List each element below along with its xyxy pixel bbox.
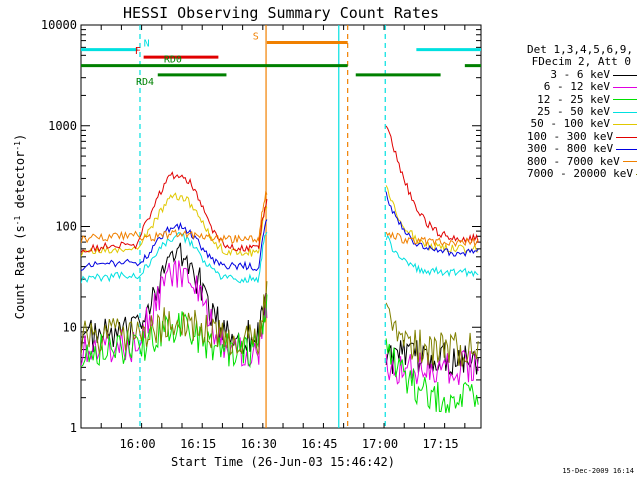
x-tick-label: 17:00 [362, 437, 398, 451]
legend-header-detectors: Det 1,3,4,5,6,9, [527, 43, 633, 56]
flag-n: N [81, 39, 481, 52]
legend-entry: 300 - 800 keV [527, 142, 637, 156]
series-line [81, 171, 268, 254]
legend-swatch [613, 99, 637, 101]
y-tick-label: 100 [55, 220, 77, 234]
x-tick-label: 16:00 [120, 437, 156, 451]
legend-label: 100 - 300 keV [527, 129, 614, 143]
legend-entry: 7000 - 20000 keV [527, 167, 637, 181]
legend-label: 50 - 100 keV [530, 117, 610, 131]
legend-swatch [616, 136, 637, 138]
flag-f: F [135, 46, 219, 59]
legend-label: 25 - 50 keV [537, 105, 610, 119]
flag-label: RD0 [164, 55, 182, 66]
y-tick-label: 1000 [48, 119, 77, 133]
legend-swatch [613, 86, 637, 88]
legend-label: 800 - 7000 keV [527, 154, 620, 168]
x-tick-label: 16:45 [301, 437, 337, 451]
legend-swatch [613, 111, 637, 113]
series-line [81, 231, 268, 284]
series-line [385, 125, 479, 244]
chart-title: HESSI Observing Summary Count Rates [123, 4, 439, 22]
series-line [81, 281, 268, 356]
y-axis: 1 10 100 1000 10000 [41, 18, 481, 435]
flag-s: S [253, 32, 348, 45]
x-axis: 16:00 16:15 16:30 16:45 17:00 17:15 [80, 25, 466, 451]
x-tick-label: 16:30 [241, 437, 277, 451]
flag-label: F [135, 46, 141, 57]
y-tick-label: 10 [63, 320, 77, 334]
y-tick-label: 1 [70, 421, 77, 435]
legend-entry: 50 - 100 keV [527, 118, 637, 130]
legend-entry: 12 - 25 keV [527, 92, 637, 106]
footer-date: 15-Dec-2009 16:14 [562, 467, 634, 475]
legend-label: 3 - 6 keV [550, 67, 610, 81]
series-line [385, 191, 479, 258]
series-line [81, 192, 268, 257]
series-line [81, 191, 268, 244]
legend-header-decimation: FDecim 2, Att 0 [531, 55, 631, 69]
legend-swatch [635, 173, 637, 175]
legend-entry: 6 - 12 keV [527, 80, 637, 94]
series-line [81, 260, 268, 367]
legend-swatch [616, 148, 637, 150]
legend-swatch [613, 124, 637, 126]
legend-label: 6 - 12 keV [543, 80, 610, 94]
flag-rd4: RD4 [136, 73, 441, 88]
x-axis-title: Start Time (26-Jun-03 15:46:42) [171, 455, 395, 469]
legend: Det 1,3,4,5,6,9, FDecim 2, Att 0 3 - 6 k… [527, 43, 637, 181]
series-line [81, 294, 268, 369]
legend-entry: 100 - 300 keV [527, 129, 637, 143]
legend-swatch [622, 161, 637, 163]
legend-entry: 3 - 6 keV [527, 67, 637, 81]
x-tick-label: 17:15 [423, 437, 459, 451]
y-axis-title: Count Rate (s-1 detector-1) [13, 134, 28, 319]
legend-entry: 800 - 7000 keV [527, 154, 637, 168]
legend-label: 7000 - 20000 keV [527, 167, 633, 181]
legend-label: 12 - 25 keV [537, 92, 610, 106]
series-line [385, 349, 479, 385]
x-tick-label: 16:15 [180, 437, 216, 451]
series-line [385, 231, 479, 248]
flag-label: N [144, 39, 150, 50]
series-line [385, 302, 479, 367]
y-tick-label: 10000 [41, 18, 77, 32]
flag-label: RD4 [136, 77, 154, 88]
legend-swatch [613, 74, 637, 76]
series-line [385, 338, 479, 414]
series-line [385, 185, 479, 254]
flag-label: S [253, 32, 259, 43]
flag-rd0: RD0 [81, 55, 481, 68]
legend-entry: 25 - 50 keV [527, 105, 637, 119]
legend-label: 300 - 800 keV [527, 142, 614, 156]
series-line [385, 234, 479, 278]
series-line [81, 219, 268, 272]
